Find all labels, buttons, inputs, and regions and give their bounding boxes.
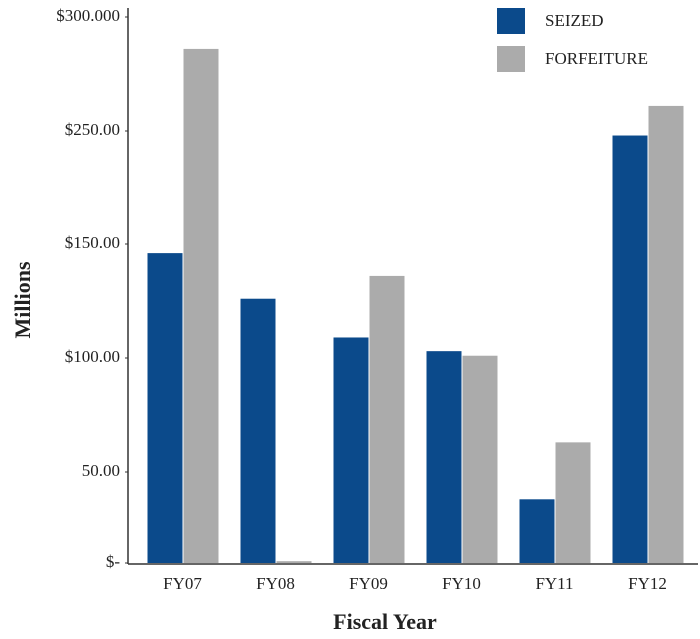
bar — [612, 135, 648, 563]
legend-swatch — [497, 46, 525, 72]
legend-label: SEIZED — [545, 11, 604, 30]
x-tick-label: FY10 — [442, 574, 481, 593]
bar — [369, 275, 405, 563]
x-tick-label: FY08 — [256, 574, 295, 593]
y-tick-label: 50.00 — [82, 461, 120, 480]
legend-label: FORFEITURE — [545, 49, 648, 68]
x-tick-label: FY09 — [349, 574, 388, 593]
y-axis-title: Millions — [10, 261, 35, 338]
bar — [276, 561, 312, 563]
y-tick-label: $100.00 — [65, 347, 120, 366]
bar — [183, 48, 219, 564]
y-tick-label: $250.00 — [65, 120, 120, 139]
bar — [147, 253, 183, 563]
x-tick-label: FY07 — [163, 574, 202, 593]
bar — [519, 499, 555, 563]
bar — [426, 351, 462, 563]
bar — [648, 105, 684, 564]
bar — [333, 337, 369, 563]
y-tick-label: $- — [106, 552, 121, 571]
y-tick-label: $300.000 — [56, 6, 120, 25]
x-axis-title: Fiscal Year — [333, 609, 437, 634]
x-tick-label: FY12 — [628, 574, 667, 593]
bar — [555, 442, 591, 563]
bar — [240, 298, 276, 563]
legend-swatch — [497, 8, 525, 34]
x-tick-label: FY11 — [535, 574, 573, 593]
y-tick-label: $150.00 — [65, 233, 120, 252]
bar — [462, 355, 498, 563]
